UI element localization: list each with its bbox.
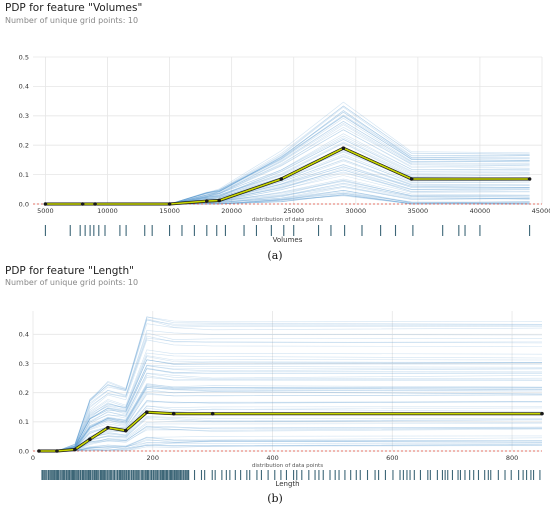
pdp-point	[341, 146, 346, 150]
ice-curve	[39, 355, 543, 452]
pdp-line	[45, 147, 530, 205]
ice-curve	[39, 318, 543, 452]
pdp-chart-length: 0 200 400 600 800 0.0 0.1 0.2 0.3 0.4 distribution…	[19, 311, 544, 488]
pdp-chart-volumes: 5000 10000 15000 20000 25000 30000 35000 40000 4…	[19, 53, 550, 244]
x-tick-label: 800	[506, 454, 518, 462]
ice-curve	[39, 319, 543, 452]
pdp-point	[93, 202, 97, 206]
y-tick-label: 0.5	[19, 53, 29, 61]
pdp-point	[540, 411, 544, 416]
x-tick-label: 40000	[470, 207, 491, 215]
x-tick-label: 200	[147, 454, 159, 462]
pdp-point	[210, 411, 215, 416]
x-tick-label: 25000	[283, 207, 304, 215]
pdp-point	[409, 177, 414, 181]
y-tick-label: 0.3	[19, 112, 29, 120]
pdp-point	[88, 437, 92, 442]
pdp-point	[217, 198, 222, 203]
pdp-point	[124, 428, 128, 433]
pdp-point	[43, 202, 48, 206]
pdp-point	[205, 199, 209, 203]
chart-panel-b: PDP for feature "Length" Number of uniqu…	[0, 265, 550, 510]
ice-curve	[39, 335, 543, 452]
ice-curve	[39, 339, 543, 452]
x-axis-label: Length	[275, 480, 299, 488]
ice-curve	[39, 319, 543, 452]
ice-curve	[39, 316, 543, 452]
x-tick-label: 15000	[159, 207, 180, 215]
ice-curve	[45, 137, 530, 205]
pdp-point	[144, 410, 149, 415]
pdp-point	[171, 411, 176, 416]
distribution-label: distribution of data points	[252, 217, 323, 223]
pdp-line	[39, 411, 542, 452]
pdp-point	[73, 447, 77, 452]
y-tick-label: 0.1	[19, 418, 29, 426]
x-tick-label: 400	[266, 454, 278, 462]
chart-title: PDP for feature "Volumes"	[5, 2, 143, 14]
pdp-point	[167, 202, 172, 206]
figure-caption: (a)	[267, 249, 283, 262]
y-tick-label: 0.2	[19, 389, 29, 397]
chart-subtitle: Number of unique grid points: 10	[5, 278, 139, 287]
ice-curve	[39, 316, 543, 452]
pdp-point	[55, 449, 59, 453]
y-tick-label: 0.0	[19, 200, 29, 208]
y-tick-label: 0.0	[19, 447, 29, 455]
ice-curve	[39, 330, 543, 452]
x-tick-label: 600	[386, 454, 398, 462]
x-tick-label: 30000	[345, 207, 366, 215]
y-tick-label: 0.4	[19, 331, 29, 339]
y-tick-label: 0.3	[19, 360, 29, 368]
y-tick-label: 0.2	[19, 142, 29, 150]
distribution-label: distribution of data points	[252, 463, 323, 469]
figure-caption: (b)	[267, 492, 283, 505]
x-tick-label: 5000	[37, 207, 54, 215]
x-tick-label: 35000	[408, 207, 429, 215]
ice-curve	[39, 323, 543, 452]
pdp-point	[279, 177, 284, 181]
pdp-point	[106, 425, 110, 430]
chart-panel-a: PDP for feature "Volumes" Number of uniq…	[5, 2, 550, 262]
pdp-point	[527, 177, 532, 181]
y-tick-label: 0.1	[19, 171, 29, 179]
ice-curve	[45, 127, 530, 205]
x-tick-label: 0	[31, 454, 35, 462]
pdp-point	[37, 449, 41, 453]
x-tick-label: 20000	[221, 207, 242, 215]
ice-curve	[39, 332, 543, 452]
ice-curve	[39, 352, 543, 452]
pdp-point	[80, 202, 85, 206]
y-tick-label: 0.4	[19, 83, 29, 91]
chart-subtitle: Number of unique grid points: 10	[5, 16, 139, 25]
x-axis-label: Volumes	[273, 236, 303, 244]
x-tick-label: 10000	[97, 207, 118, 215]
ice-curve	[39, 364, 543, 452]
chart-title: PDP for feature "Length"	[5, 265, 134, 277]
